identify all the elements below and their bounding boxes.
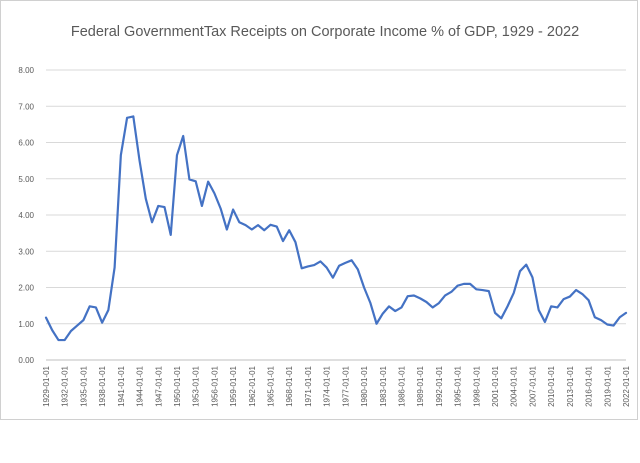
y-axis-ticks: 0.00 1.00 2.00 3.00 4.00 5.00 6.00 7.00 8.00	[18, 66, 34, 365]
x-tick-label: 1944-01-01	[136, 365, 145, 406]
x-tick-label: 1962-01-01	[248, 365, 257, 406]
x-tick-label: 1980-01-01	[360, 365, 369, 406]
y-tick-label: 8.00	[18, 66, 34, 75]
x-tick-label: 2001-01-01	[491, 365, 500, 406]
x-tick-label: 2022-01-01	[622, 365, 631, 406]
x-tick-label: 1998-01-01	[472, 365, 481, 406]
x-tick-label: 1992-01-01	[435, 365, 444, 406]
x-tick-label: 1947-01-01	[154, 365, 163, 406]
x-tick-label: 2010-01-01	[547, 365, 556, 406]
x-tick-label: 1932-01-01	[61, 365, 70, 406]
x-tick-label: 1977-01-01	[341, 365, 350, 406]
x-tick-label: 1989-01-01	[416, 365, 425, 406]
y-tick-label: 5.00	[18, 175, 34, 184]
chart-title: Federal GovernmentTax Receipts on Corpor…	[71, 24, 579, 40]
x-tick-label: 1929-01-01	[42, 365, 51, 406]
x-tick-label: 1983-01-01	[379, 365, 388, 406]
x-tick-label: 1965-01-01	[267, 365, 276, 406]
y-tick-label: 1.00	[18, 320, 34, 329]
x-tick-label: 1956-01-01	[210, 365, 219, 406]
x-tick-label: 1950-01-01	[173, 365, 182, 406]
x-tick-label: 1986-01-01	[397, 365, 406, 406]
x-tick-label: 1959-01-01	[229, 365, 238, 406]
x-tick-label: 2016-01-01	[585, 365, 594, 406]
x-tick-label: 1974-01-01	[323, 365, 332, 406]
x-tick-label: 1953-01-01	[192, 365, 201, 406]
x-tick-label: 1968-01-01	[285, 365, 294, 406]
gridlines	[46, 69, 626, 325]
series-line	[44, 115, 628, 342]
y-tick-label: 4.00	[18, 211, 34, 220]
x-axis-ticks: 1929-01-01 1932-01-01 1935-01-01 1938-01-01…	[42, 365, 631, 406]
x-tick-label: 2007-01-01	[528, 365, 537, 406]
x-tick-label: 2004-01-01	[510, 365, 519, 406]
x-tick-label: 2019-01-01	[603, 365, 612, 406]
y-tick-label: 0.00	[18, 356, 34, 365]
x-tick-label: 2013-01-01	[566, 365, 575, 406]
x-tick-label: 1995-01-01	[454, 365, 463, 406]
y-tick-label: 7.00	[18, 102, 34, 111]
chart-frame: Federal GovernmentTax Receipts on Corpor…	[0, 0, 638, 420]
y-tick-label: 2.00	[18, 284, 34, 293]
x-tick-label: 1935-01-01	[79, 365, 88, 406]
x-tick-label: 1971-01-01	[304, 365, 313, 406]
y-tick-label: 6.00	[18, 139, 34, 148]
x-tick-label: 1941-01-01	[117, 365, 126, 406]
line-chart: Federal GovernmentTax Receipts on Corpor…	[18, 24, 631, 407]
x-tick-label: 1938-01-01	[98, 365, 107, 406]
y-tick-label: 3.00	[18, 247, 34, 256]
